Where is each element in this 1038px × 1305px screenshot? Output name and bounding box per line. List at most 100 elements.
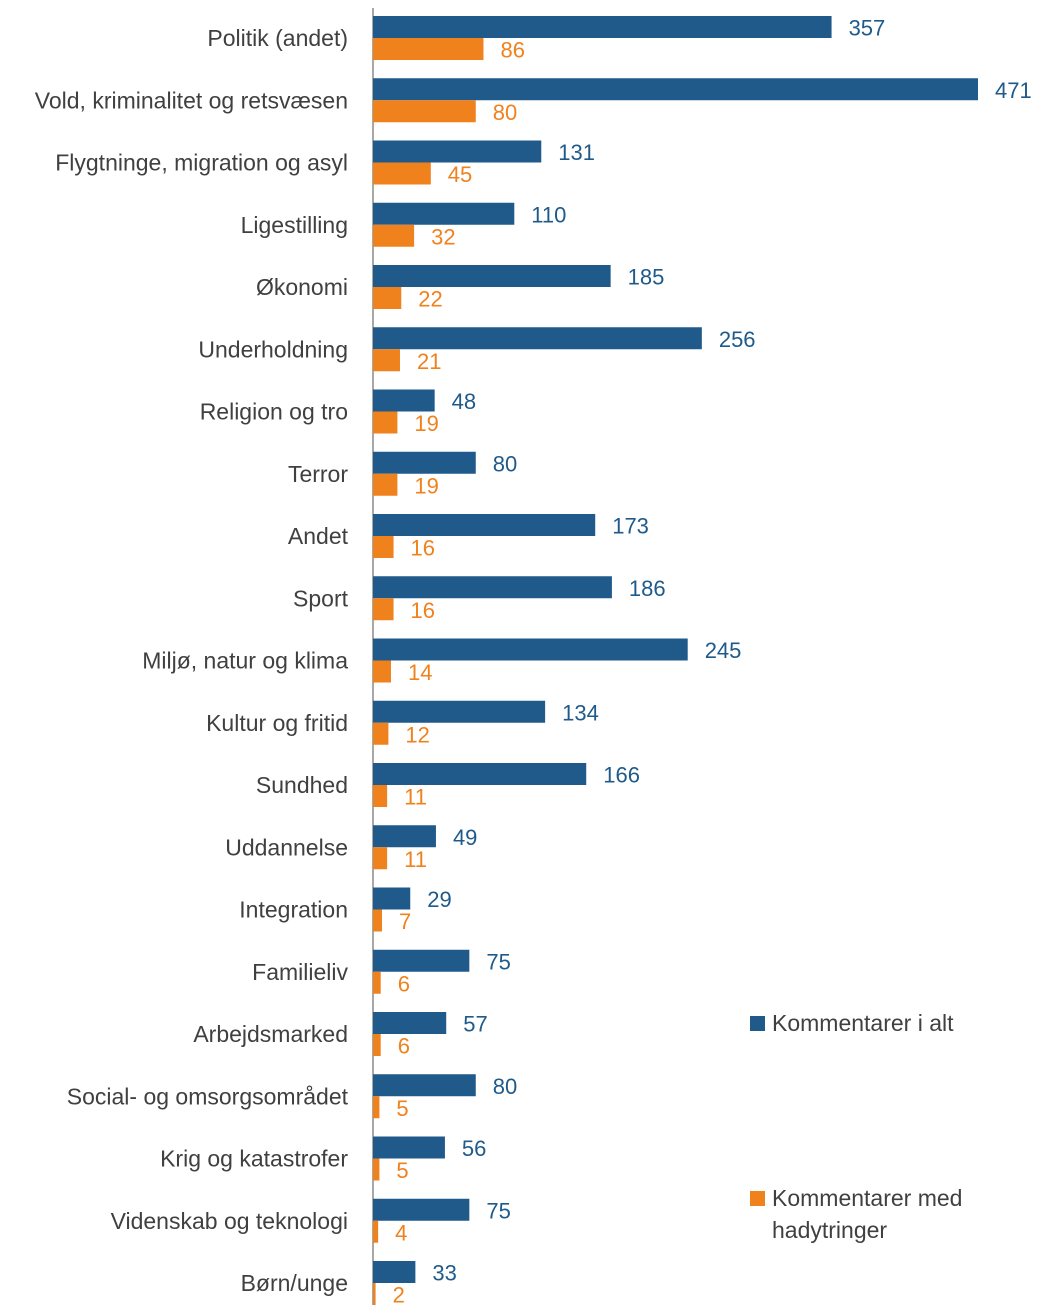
data-label-kommentarer-med-hadytringer: 2 [393,1283,405,1305]
category-label: Underholdning [198,336,348,362]
data-label-kommentarer-i-alt: 33 [432,1261,456,1286]
data-label-kommentarer-i-alt: 256 [719,327,756,352]
bar-kommentarer-i-alt [373,1261,416,1283]
bar-kommentarer-med-hadytringer [373,536,394,558]
data-label-kommentarer-med-hadytringer: 21 [417,349,441,374]
bar-kommentarer-i-alt [373,389,435,412]
bar-kommentarer-med-hadytringer [373,100,476,123]
data-label-kommentarer-med-hadytringer: 80 [493,100,517,125]
data-label-kommentarer-i-alt: 471 [995,78,1032,103]
data-label-kommentarer-med-hadytringer: 5 [396,1158,408,1183]
bar-kommentarer-med-hadytringer [373,598,394,621]
category-label: Andet [288,523,349,549]
data-label-kommentarer-i-alt: 173 [612,514,649,539]
bar-kommentarer-i-alt [373,78,978,101]
data-label-kommentarer-med-hadytringer: 32 [431,224,455,249]
legend-swatch-series-1 [750,1191,765,1206]
bar-kommentarer-i-alt [373,576,612,599]
bar-kommentarer-i-alt [373,1136,445,1159]
bar-kommentarer-i-alt [373,202,515,225]
bar-kommentarer-i-alt [373,700,546,723]
bar-kommentarer-med-hadytringer [373,1034,381,1056]
data-label-kommentarer-med-hadytringer: 14 [408,660,432,685]
data-label-kommentarer-i-alt: 186 [629,576,666,601]
bar-kommentarer-i-alt [373,265,611,287]
category-label: Videnskab og teknologi [111,1208,348,1234]
data-label-kommentarer-i-alt: 49 [453,825,477,850]
data-label-kommentarer-i-alt: 29 [427,887,451,912]
data-label-kommentarer-i-alt: 185 [628,265,665,290]
data-label-kommentarer-med-hadytringer: 11 [404,785,427,810]
category-label: Arbejdsmarked [193,1021,348,1047]
legend-label-series-1: Kommentarer med hadytringer [772,1185,963,1243]
bar-kommentarer-med-hadytringer [373,785,388,807]
category-label: Uddannelse [225,834,348,860]
data-label-kommentarer-med-hadytringer: 7 [399,909,411,934]
bar-kommentarer-med-hadytringer [373,287,402,309]
legend-swatch-series-0 [750,1016,765,1031]
bar-kommentarer-i-alt [373,1198,470,1221]
bar-kommentarer-i-alt [373,763,587,785]
bar-kommentarer-med-hadytringer [373,349,400,372]
data-label-kommentarer-i-alt: 80 [493,1074,517,1099]
bar-kommentarer-med-hadytringer [373,1158,380,1181]
category-label: Integration [239,897,348,923]
data-label-kommentarer-i-alt: 56 [462,1136,486,1161]
bar-kommentarer-i-alt [373,887,411,910]
category-label: Familieliv [252,959,348,985]
data-label-kommentarer-i-alt: 57 [463,1012,487,1037]
category-label: Vold, kriminalitet og retsvæsen [35,87,348,113]
data-label-kommentarer-med-hadytringer: 19 [414,411,438,436]
bar-kommentarer-med-hadytringer [373,722,389,745]
category-label: Religion og tro [200,399,348,425]
data-label-kommentarer-i-alt: 48 [452,389,476,414]
category-label: Politik (andet) [207,25,348,51]
data-label-kommentarer-med-hadytringer: 16 [411,536,435,561]
data-label-kommentarer-med-hadytringer: 6 [398,1034,410,1059]
bar-kommentarer-i-alt [373,451,476,474]
bar-kommentarer-i-alt [373,16,832,38]
bar-kommentarer-med-hadytringer [373,473,398,496]
bar-kommentarer-i-alt [373,825,436,848]
data-label-kommentarer-med-hadytringer: 16 [411,598,435,623]
data-label-kommentarer-med-hadytringer: 11 [404,847,427,872]
category-label: Social- og omsorgsområdet [67,1083,349,1109]
bar-kommentarer-med-hadytringer [373,909,382,932]
bar-kommentarer-med-hadytringer [373,38,484,60]
category-label: Terror [288,461,348,487]
bars-layer: Politik (andet) 357 86 Vold, kriminalitet o… [35,16,1032,1305]
category-label: Sundhed [256,772,348,798]
category-label: Kultur og fritid [206,710,348,736]
data-label-kommentarer-i-alt: 134 [562,700,599,725]
bar-kommentarer-med-hadytringer [373,1283,376,1305]
data-label-kommentarer-med-hadytringer: 22 [418,287,442,312]
bar-kommentarer-i-alt [373,949,470,972]
data-label-kommentarer-med-hadytringer: 6 [398,971,410,996]
bar-kommentarer-med-hadytringer [373,971,381,994]
data-label-kommentarer-med-hadytringer: 19 [414,473,438,498]
bar-kommentarer-i-alt [373,140,542,163]
data-label-kommentarer-i-alt: 110 [531,202,566,227]
category-label: Ligestilling [241,212,348,238]
bar-kommentarer-i-alt [373,1012,447,1034]
category-label: Flygtninge, migration og asyl [55,150,348,176]
legend-item-series-1: Kommentarer med hadytringer [750,1182,1012,1246]
category-label: Miljø, natur og klima [142,648,348,674]
bar-kommentarer-med-hadytringer [373,1220,379,1243]
data-label-kommentarer-med-hadytringer: 86 [500,38,524,63]
bar-kommentarer-med-hadytringer [373,411,398,434]
data-label-kommentarer-i-alt: 131 [558,140,595,165]
data-label-kommentarer-i-alt: 80 [493,451,517,476]
bar-kommentarer-med-hadytringer [373,162,431,185]
category-label: Børn/unge [241,1270,348,1296]
data-label-kommentarer-med-hadytringer: 4 [395,1220,407,1245]
bar-kommentarer-med-hadytringer [373,847,388,870]
data-label-kommentarer-med-hadytringer: 5 [396,1096,408,1121]
legend-label-series-0: Kommentarer i alt [772,1010,954,1036]
bar-kommentarer-med-hadytringer [373,224,415,247]
bar-kommentarer-med-hadytringer [373,1096,380,1119]
bar-kommentarer-i-alt [373,1074,476,1097]
data-label-kommentarer-med-hadytringer: 45 [448,162,472,187]
category-label: Økonomi [256,274,348,300]
